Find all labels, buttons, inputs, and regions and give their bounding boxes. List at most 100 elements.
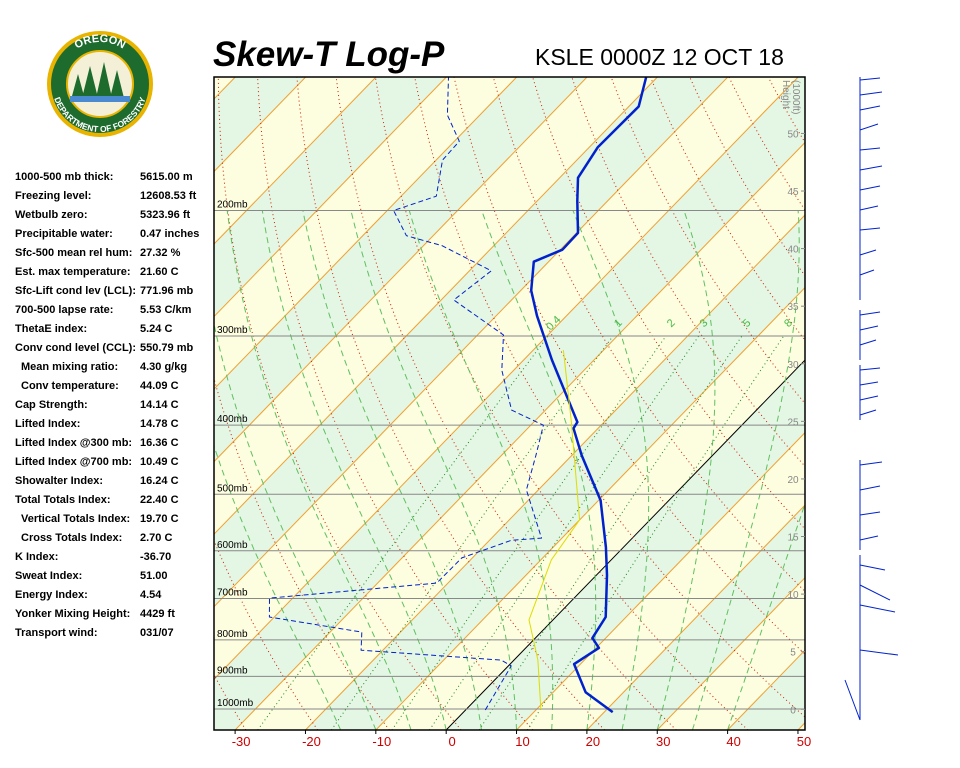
mixing-ratio-line: [478, 335, 743, 730]
wind-barb: [859, 460, 883, 550]
x-tick-label: -20: [302, 734, 321, 749]
sounding-line: [268, 77, 544, 711]
logo-text: OREGON: [73, 33, 128, 52]
y2-tick-label: 10: [787, 590, 799, 601]
y2-axis-label: (1000ft): [790, 80, 801, 114]
y2-tick-label: 20: [787, 475, 799, 486]
x-tick-label: 20: [586, 734, 600, 749]
y-tick-label: 500mb: [217, 483, 248, 494]
isotherm: [214, 77, 658, 535]
index-value: 12608.53 ft: [140, 190, 197, 202]
isotherm: [214, 77, 799, 680]
mixing-ratio-line: [391, 335, 667, 730]
y2-tick-label: 50: [787, 129, 799, 140]
logo-trees: [72, 62, 124, 98]
index-label: K Index:: [15, 551, 58, 563]
dry-adiabat: [808, 77, 960, 730]
index-label: Sfc-500 mean rel hum:: [15, 247, 132, 259]
index-value: 2.70 C: [140, 532, 172, 544]
index-label: Lifted Index @300 mb:: [15, 437, 132, 449]
moist-adiabat: [226, 210, 412, 730]
isotherm: [586, 504, 805, 730]
index-value: 21.60 C: [140, 266, 179, 278]
dry-adiabat: [925, 77, 960, 730]
mixing-ratio-line: [330, 335, 614, 730]
y2-tick-label: 30: [787, 360, 799, 371]
index-value: 16.24 C: [140, 475, 179, 487]
y-tick-label: 400mb: [217, 414, 248, 425]
index-label: Cross Totals Index:: [21, 532, 122, 544]
y-tick-label: 900mb: [217, 665, 248, 676]
wind-barb: [859, 77, 883, 300]
isotherm: [234, 141, 805, 730]
index-value: -36.70: [140, 551, 171, 563]
index-label: Precipitable water:: [15, 228, 113, 240]
isotherm: [214, 77, 447, 318]
index-value: 51.00: [140, 570, 168, 582]
dry-adiabat: [214, 376, 390, 730]
x-tick-label: 10: [515, 734, 529, 749]
labels: 0.4 1 2 3 5 81000mb900mb800mb700mb600mb500mb4…: [217, 80, 811, 749]
y2-axis-label: Height: [780, 80, 791, 109]
isotherm: [516, 431, 805, 730]
chart-subtitle: KSLE 0000Z 12 OCT 18: [535, 44, 784, 70]
logo-water: [70, 96, 130, 102]
index-value: 4429 ft: [140, 608, 175, 620]
x-tick-label: 0: [449, 734, 456, 749]
temperature-band: [797, 722, 805, 730]
grid: [214, 77, 960, 730]
moist-adiabat: [408, 210, 554, 730]
index-label: Vertical Totals Index:: [21, 513, 130, 525]
moist-adiabat: [302, 210, 482, 730]
x-tick-label: -10: [372, 734, 391, 749]
moist-adiabat: [214, 321, 377, 730]
dry-adiabat: [214, 673, 247, 730]
moist-adiabat: [727, 502, 805, 730]
dry-adiabat: [847, 77, 960, 730]
moist-adiabat: [481, 210, 597, 730]
index-label: 700-500 lapse rate:: [15, 304, 113, 316]
dry-adiabat: [571, 77, 805, 468]
plot-frame: [213, 76, 806, 731]
isotherm: [445, 359, 805, 730]
wind-barb: [859, 365, 881, 420]
index-value: 550.79 mb: [140, 342, 193, 354]
index-value: 4.30 g/kg: [140, 361, 187, 373]
isotherm: [375, 286, 805, 730]
index-value: 5615.00 m: [140, 171, 193, 183]
wind-barb: [844, 555, 899, 721]
index-value: 771.96 mb: [140, 285, 193, 297]
y-tick-label: 800mb: [217, 629, 248, 640]
index-value: 14.78 C: [140, 418, 179, 430]
sounding-line: [528, 350, 581, 711]
index-label: Lifted Index:: [15, 418, 80, 430]
logo-top: OREGON: [73, 33, 128, 52]
isotherm: [797, 722, 805, 730]
index-label: Lifted Index @700 mb:: [15, 456, 132, 468]
moist-adiabat: [691, 210, 800, 730]
index-value: 14.14 C: [140, 399, 179, 411]
chart-title: Skew-T Log-P: [213, 35, 445, 74]
y2-tick-label: 0: [790, 705, 796, 716]
index-value: 5323.96 ft: [140, 209, 190, 221]
index-value: 22.40 C: [140, 494, 179, 506]
y-tick-label: 600mb: [217, 540, 248, 551]
index-label: Transport wind:: [15, 627, 98, 639]
indices: 1000-500 mb thick: 5615.00 m Freezing leve…: [15, 171, 199, 639]
wind-barbs: [844, 77, 899, 721]
sounding-line: [529, 77, 648, 714]
index-value: 031/07: [140, 627, 174, 639]
index-label: Yonker Mixing Height:: [15, 608, 130, 620]
dry-adiabat: [532, 77, 805, 530]
isotherm: [656, 576, 805, 730]
index-value: 0.47 inches: [140, 228, 199, 240]
dry-adiabat: [257, 77, 534, 730]
y2-tick-label: 40: [787, 245, 799, 256]
moist-adiabat: [350, 210, 517, 730]
index-label: Showalter Index:: [15, 475, 103, 487]
dry-adiabat: [886, 77, 960, 730]
index-label: Cap Strength:: [15, 399, 88, 411]
y-tick-label: 300mb: [217, 325, 248, 336]
moist-adiabat: [261, 210, 447, 730]
